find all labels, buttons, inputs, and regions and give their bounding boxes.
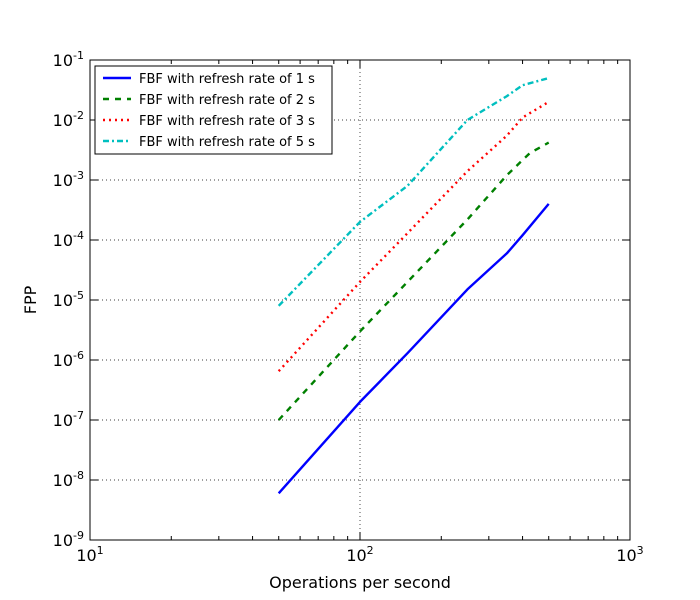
series-line-4 — [277, 76, 550, 307]
x-tick-label: 103 — [616, 544, 643, 565]
series-line-3 — [277, 100, 550, 373]
y-tick-label: 10-8 — [53, 469, 84, 490]
legend-label-3: FBF with refresh rate of 3 s — [139, 114, 315, 129]
y-tick-label: 10-2 — [53, 109, 84, 130]
legend-label-1: FBF with refresh rate of 1 s — [139, 72, 315, 87]
legend-box — [94, 65, 333, 155]
ticks: 101 102 103 10-9 10-8 10-7 10-6 10-5 10-4 10-3 10-… — [53, 49, 644, 565]
legend-label-4: FBF with refresh rate of 5 s — [139, 135, 315, 150]
series-line-1 — [277, 203, 550, 495]
legend: FBF with refresh rate of 1 s FBF with ref… — [94, 65, 333, 155]
series-line-2 — [277, 141, 550, 421]
legend-label-2: FBF with refresh rate of 2 s — [139, 93, 315, 108]
y-axis-label: FPP — [21, 285, 40, 314]
series-layer — [277, 76, 550, 495]
y-tick-label: 10-3 — [53, 169, 84, 190]
y-tick-label: 10-9 — [53, 529, 84, 550]
grid — [90, 60, 630, 540]
y-tick-label: 10-1 — [53, 49, 84, 70]
y-tick-label: 10-6 — [53, 349, 84, 370]
y-tick-label: 10-7 — [53, 409, 84, 430]
plot-frame — [89, 59, 631, 541]
y-tick-label: 10-4 — [53, 229, 84, 250]
x-axis-label: Operations per second — [269, 573, 451, 592]
x-tick-label: 102 — [346, 544, 373, 565]
y-tick-label: 10-5 — [53, 289, 84, 310]
x-tick-label: 101 — [76, 544, 103, 565]
